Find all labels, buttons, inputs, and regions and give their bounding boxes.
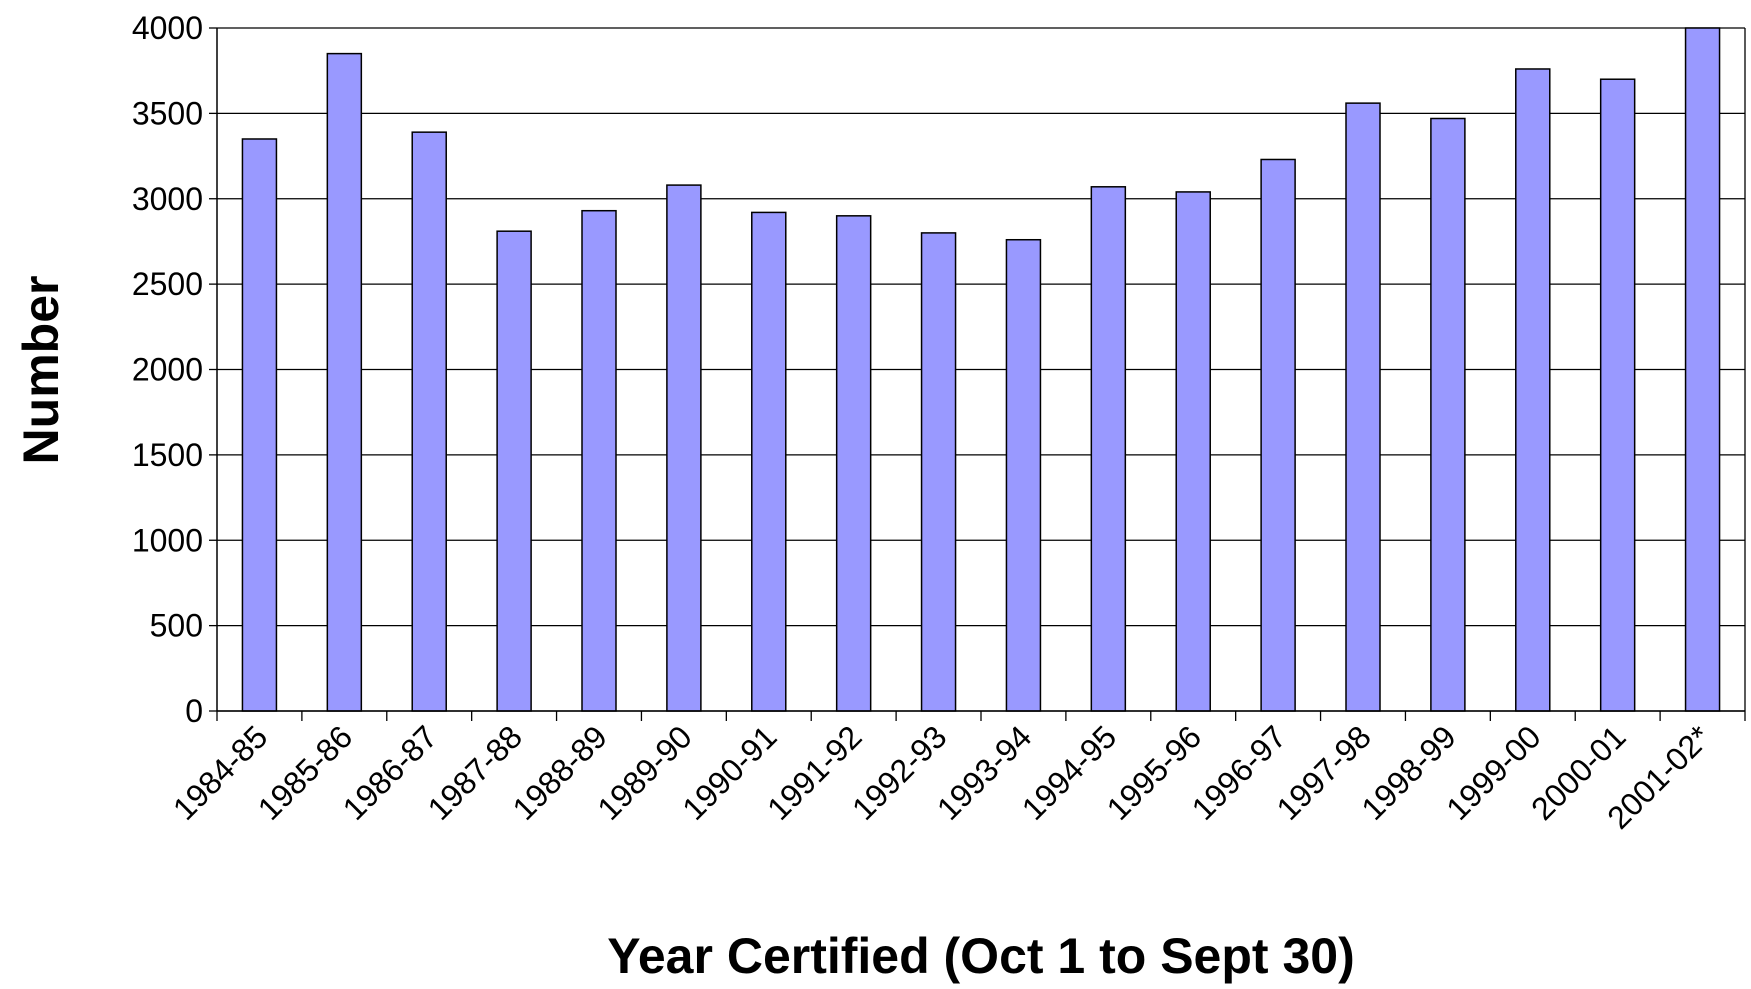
x-tick-label: 1985-86 [251,718,359,826]
x-tick-label: 1994-95 [1015,718,1123,826]
x-tick-label: 1992-93 [845,718,953,826]
bar [496,230,532,712]
bar [835,215,872,712]
bar [1090,186,1127,712]
x-tick-label: 1987-88 [421,718,529,826]
x-tick-label: 1988-89 [505,718,613,826]
y-tick-label: 3500 [132,95,203,131]
bar [1684,27,1721,712]
bar [326,52,363,712]
y-tick-label: 4000 [132,10,203,46]
x-tick-label: 1998-99 [1354,718,1462,826]
bar [241,138,278,712]
x-tick-label: 1999-00 [1439,718,1547,826]
y-tick-label: 500 [150,608,203,644]
bar [1599,78,1636,712]
bar [1260,158,1296,712]
bar [1515,68,1551,712]
bar [920,232,957,712]
x-tick-label: 1995-96 [1100,718,1208,826]
bar [411,131,447,712]
y-tick-label: 3000 [132,181,203,217]
x-tick-label: 1993-94 [930,718,1038,826]
bar [1175,191,1211,712]
x-tick-label: 1997-98 [1269,718,1377,826]
y-tick-label: 2500 [132,266,203,302]
y-tick-label: 0 [185,693,203,729]
x-tick-label: 1991-92 [760,718,868,826]
bar [666,184,702,712]
y-axis-title: Number [13,276,69,465]
y-tick-label: 1500 [132,437,203,473]
bar [1345,102,1381,712]
bar [1430,117,1466,712]
x-tick-label: 1989-90 [590,718,698,826]
x-tick-label: 1984-85 [166,718,274,826]
y-tick-label: 1000 [132,522,203,558]
bar [751,211,787,712]
x-axis-title: Year Certified (Oct 1 to Sept 30) [607,928,1354,984]
x-tick-label: 1990-91 [675,718,783,826]
x-tick-label: 1996-97 [1185,718,1293,826]
x-tick-label: 1986-87 [336,718,444,826]
bar [581,209,617,712]
bar [1005,238,1042,712]
y-tick-label: 2000 [132,352,203,388]
